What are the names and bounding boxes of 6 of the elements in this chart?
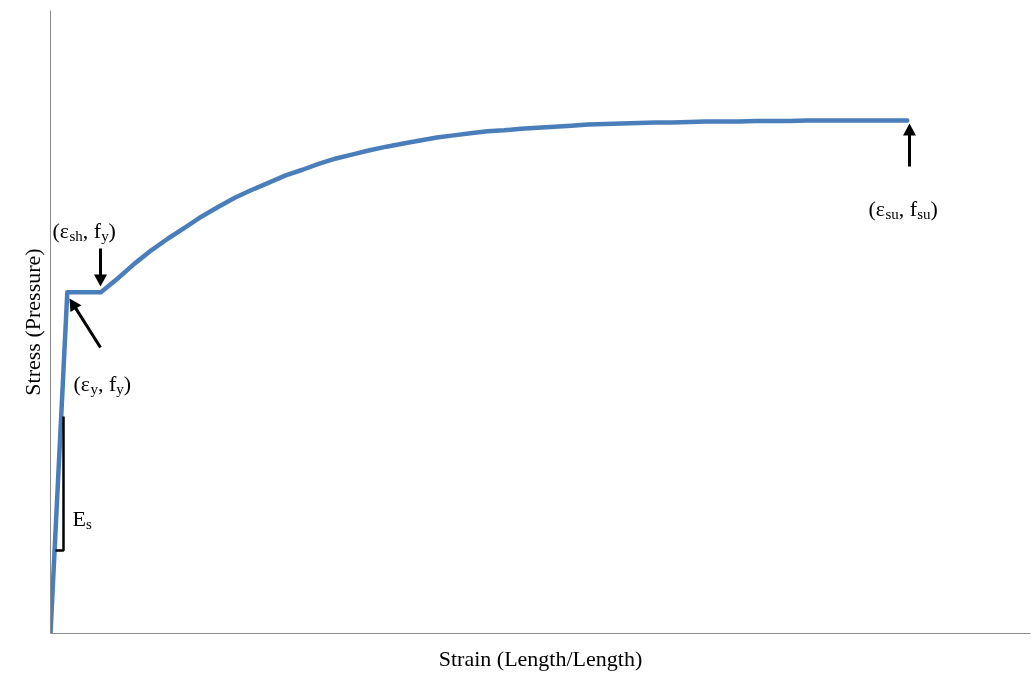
- annotation: (εsh, fy): [52, 218, 116, 244]
- x-axis-title: Strain (Length/Length): [438, 645, 643, 671]
- y-axis-title: Stress (Pressure): [19, 248, 45, 396]
- annotation: (εy, fy): [73, 371, 132, 397]
- annotation: Es: [72, 506, 92, 532]
- annotation: (εsu, fsu): [868, 196, 938, 222]
